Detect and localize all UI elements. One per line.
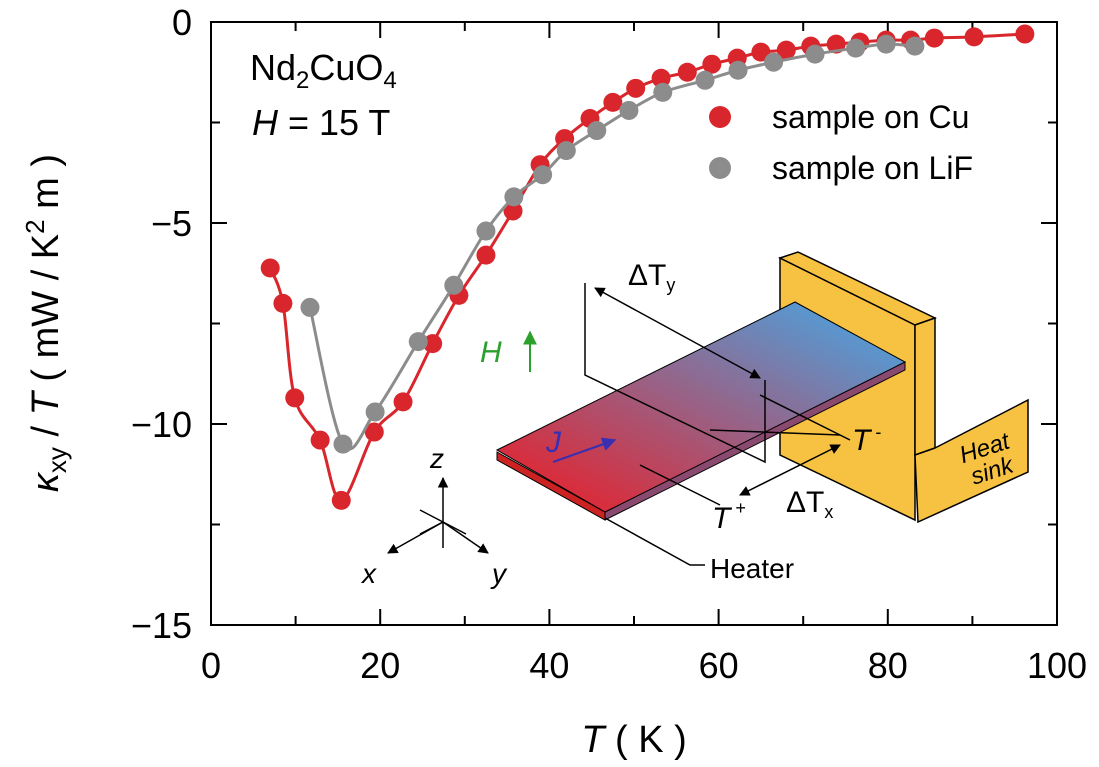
wire bbox=[759, 394, 851, 441]
inset-label: J bbox=[545, 426, 562, 459]
annotation: Nd2CuO4 bbox=[250, 47, 397, 94]
inset: ΔTy H J T - T + ΔTx Heatsink Heater z x … bbox=[360, 251, 1029, 589]
data-point bbox=[423, 334, 443, 354]
y-tick-label: −15 bbox=[131, 605, 192, 646]
data-point bbox=[365, 402, 385, 422]
data-point bbox=[924, 28, 944, 48]
legend-label: sample on Cu bbox=[772, 99, 969, 135]
axis-arrow bbox=[442, 521, 489, 554]
data-point bbox=[476, 221, 496, 241]
data-point bbox=[626, 78, 646, 98]
data-point bbox=[1015, 24, 1035, 44]
data-point bbox=[619, 100, 639, 120]
data-point bbox=[503, 201, 523, 221]
axis-name: x bbox=[360, 558, 377, 589]
x-tick-label: 80 bbox=[868, 645, 908, 686]
data-point bbox=[805, 44, 825, 64]
data-point bbox=[653, 82, 673, 102]
data-point bbox=[556, 141, 576, 161]
data-point bbox=[310, 430, 330, 450]
data-point bbox=[444, 275, 464, 295]
data-point bbox=[364, 422, 384, 442]
x-axis-label: T ( K ) bbox=[581, 719, 687, 761]
data-point bbox=[260, 258, 280, 278]
data-point bbox=[964, 27, 984, 47]
data-point bbox=[603, 92, 623, 112]
inset-label: Heater bbox=[710, 553, 794, 584]
data-point bbox=[651, 68, 671, 88]
data-point bbox=[846, 38, 866, 58]
inset-label: ΔTy bbox=[628, 259, 675, 295]
heat-sink-base bbox=[914, 398, 1029, 524]
data-point bbox=[393, 392, 413, 412]
data-point bbox=[876, 34, 896, 54]
annotation: H = 15 T bbox=[252, 102, 390, 143]
data-point bbox=[776, 40, 796, 60]
data-point bbox=[408, 332, 428, 352]
arrow bbox=[552, 437, 617, 463]
legend-label: sample on LiF bbox=[772, 150, 973, 186]
x-tick-label: 40 bbox=[529, 645, 569, 686]
x-tick-label: 100 bbox=[1027, 645, 1087, 686]
wire bbox=[709, 429, 841, 436]
data-point bbox=[905, 36, 925, 56]
data-point bbox=[764, 52, 784, 72]
heat-sink-side bbox=[914, 316, 936, 457]
inset-label: T - bbox=[852, 422, 881, 457]
legend-marker bbox=[709, 106, 731, 128]
data-point bbox=[702, 54, 722, 74]
inset-label: H bbox=[480, 336, 502, 369]
axis-line bbox=[419, 521, 444, 535]
y-axis-label: κxy / T ( mW / K2 m ) bbox=[20, 154, 72, 492]
data-point bbox=[728, 60, 748, 80]
y-tick-label: 0 bbox=[172, 2, 192, 43]
wire bbox=[639, 464, 721, 506]
x-tick-label: 20 bbox=[360, 645, 400, 686]
data-point bbox=[751, 42, 771, 62]
axis-name: z bbox=[429, 443, 444, 474]
data-point bbox=[533, 165, 553, 185]
wire bbox=[584, 283, 766, 464]
data-point bbox=[476, 245, 496, 265]
x-tick-label: 0 bbox=[201, 645, 221, 686]
legend-marker bbox=[709, 157, 731, 179]
x-tick-label: 60 bbox=[699, 645, 739, 686]
axis-name: y bbox=[490, 558, 508, 589]
data-point bbox=[695, 70, 715, 90]
data-point bbox=[504, 187, 524, 207]
y-tick-label: −10 bbox=[131, 404, 192, 445]
data-point bbox=[285, 388, 305, 408]
data-point bbox=[587, 121, 607, 141]
inset-label: ΔTx bbox=[786, 486, 833, 522]
wire bbox=[604, 517, 705, 566]
data-point bbox=[331, 490, 351, 510]
inset-label: T + bbox=[712, 498, 746, 535]
data-point bbox=[300, 297, 320, 317]
arrow bbox=[594, 287, 761, 379]
data-point bbox=[333, 434, 353, 454]
arrow bbox=[739, 444, 841, 496]
data-point bbox=[273, 293, 293, 313]
data-point bbox=[677, 62, 697, 82]
y-tick-label: −5 bbox=[151, 203, 192, 244]
